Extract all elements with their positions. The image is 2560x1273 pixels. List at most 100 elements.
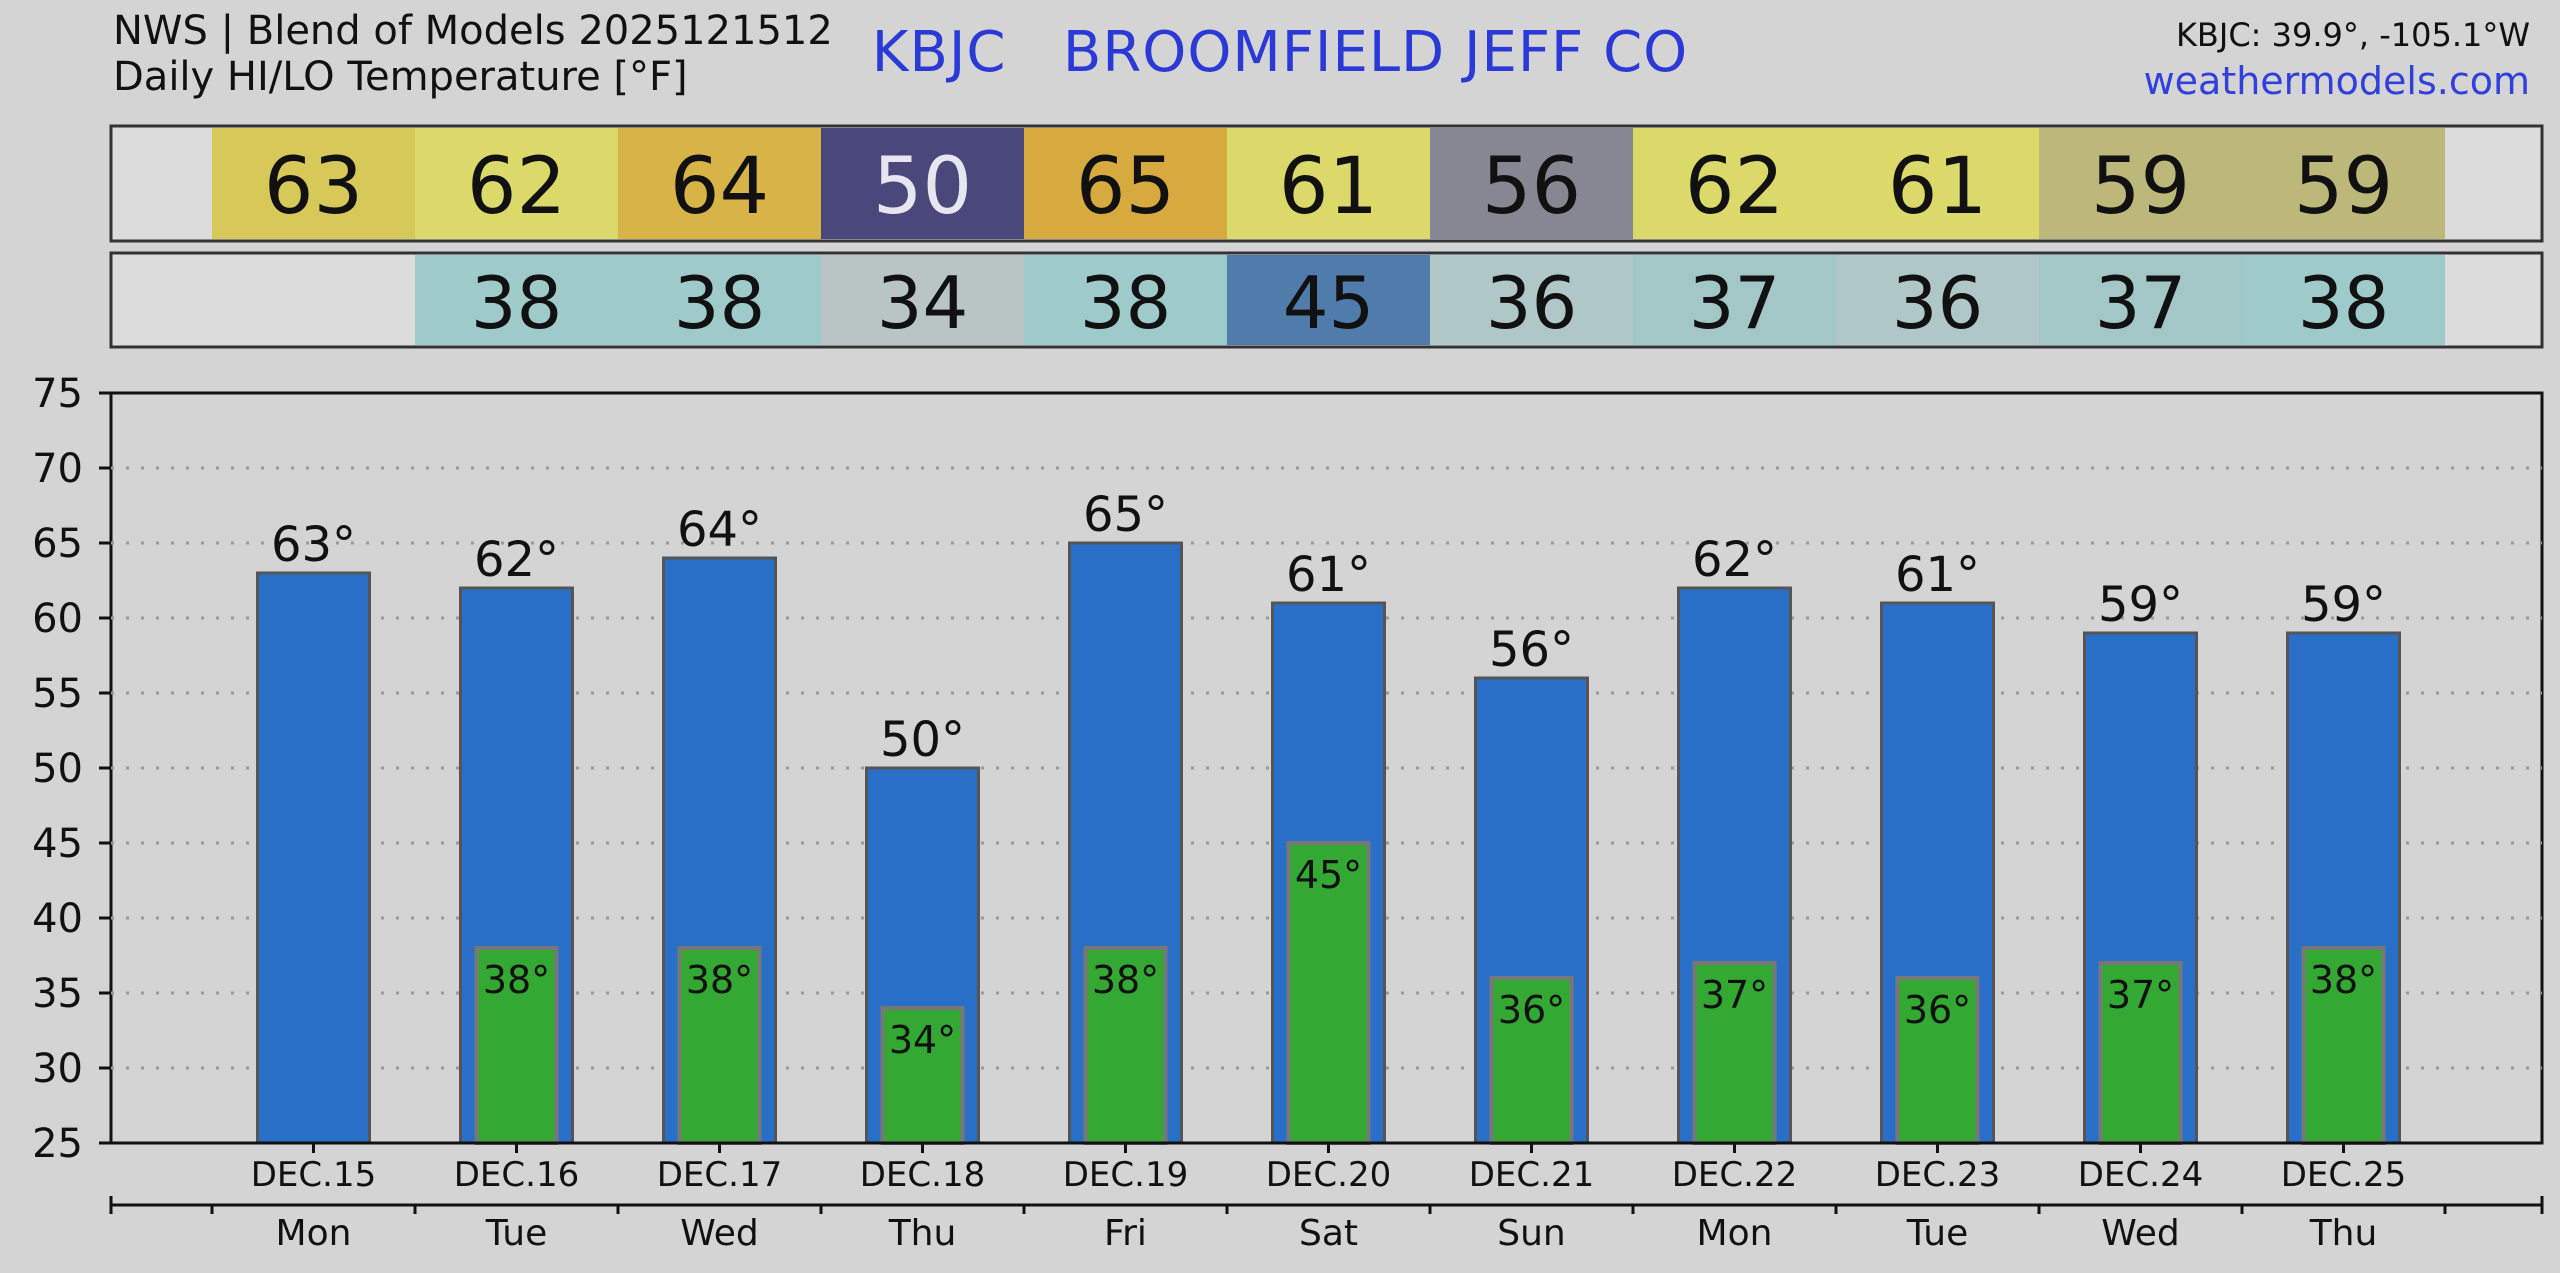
hi-bar-label: 63° [271,517,356,573]
lo-cell-value: 38 [2298,261,2390,345]
hi-cell-value: 50 [873,142,972,232]
hi-cell [1836,128,2039,239]
lo-cell-value: 38 [674,261,766,345]
lo-cell-value: 38 [1080,261,1172,345]
lo-cell-value: 37 [1689,261,1781,345]
hi-bar-label: 61° [1895,547,1980,603]
lo-cell [1836,255,2039,345]
lo-bar-label: 36° [1498,988,1565,1032]
source-label: NWS | Blend of Models 2025121512 [113,8,833,54]
date-label: DEC.19 [1063,1155,1188,1195]
y-tick-label: 70 [32,446,83,492]
weekday-label: Mon [276,1213,352,1254]
weekday-label: Tue [485,1213,548,1254]
hi-bar-label: 59° [2301,577,2386,633]
hi-bar-label: 50° [880,712,965,768]
weekday-label: Thu [888,1213,957,1254]
hi-cell [1227,128,1430,239]
y-tick-label: 75 [32,371,83,417]
lo-cell [2242,255,2445,345]
hi-cell [1633,128,1836,239]
lo-bar [1692,961,1777,1145]
weekday-label: Sun [1497,1213,1565,1254]
hi-cell [1024,128,1227,239]
hi-cell [821,128,1024,239]
date-label: DEC.25 [2281,1155,2406,1195]
weekday-label: Tue [1906,1213,1969,1254]
date-label: DEC.20 [1266,1155,1391,1195]
hi-cell [1430,128,1633,239]
weekday-label: Mon [1697,1213,1773,1254]
lo-cell-value: 34 [877,261,969,345]
date-label: DEC.23 [1875,1155,2000,1195]
lo-bar-label: 38° [1092,958,1159,1002]
y-tick-label: 60 [32,596,83,642]
lo-cell [1633,255,1836,345]
hi-cell-value: 59 [2091,142,2190,232]
lo-bar-label: 38° [483,958,550,1002]
hi-cell-value: 62 [467,142,566,232]
hi-cell-value: 64 [670,142,769,232]
station-coords: KBJC: 39.9°, -105.1°W [2175,16,2530,54]
lo-cell [821,255,1024,345]
lo-cell [1227,255,1430,345]
lo-cell-value: 36 [1486,261,1578,345]
hi-bar-label: 65° [1083,487,1168,543]
weekday-label: Sat [1299,1213,1358,1254]
y-tick-label: 25 [32,1121,83,1167]
hi-bar-label: 62° [474,532,559,588]
hi-bar-label: 64° [677,502,762,558]
y-tick-label: 50 [32,746,83,792]
hi-bar-label: 56° [1489,622,1574,678]
y-tick-label: 55 [32,671,83,717]
lo-bar [2098,961,2183,1145]
hi-cell [2039,128,2242,239]
hi-cell-value: 65 [1076,142,1175,232]
date-label: DEC.24 [2078,1155,2203,1195]
lo-bar-label: 36° [1904,988,1971,1032]
lo-bar-label: 37° [2107,973,2174,1017]
header-left: NWS | Blend of Models 2025121512 Daily H… [113,8,833,100]
hi-cell [618,128,821,239]
y-tick-label: 35 [32,971,83,1017]
date-label: DEC.22 [1672,1155,1797,1195]
weekday-label: Wed [680,1213,759,1254]
hi-cell [2242,128,2445,239]
hi-cell-value: 62 [1685,142,1784,232]
lo-cell [2039,255,2242,345]
date-label: DEC.17 [657,1155,782,1195]
lo-bar-label: 38° [686,958,753,1002]
lo-bar-label: 38° [2310,958,2377,1002]
hi-cell-value: 59 [2294,142,2393,232]
lo-cell [1024,255,1227,345]
lo-cell [415,255,618,345]
y-tick-label: 30 [32,1046,83,1092]
lo-bar [1489,976,1574,1145]
lo-bar-label: 37° [1701,973,1768,1017]
hi-bar-label: 61° [1286,547,1371,603]
hi-cell-value: 63 [264,142,363,232]
lo-cell-value: 45 [1283,261,1375,345]
weekday-label: Wed [2101,1213,2180,1254]
hi-cell-value: 61 [1888,142,1987,232]
hi-cell-value: 61 [1279,142,1378,232]
lo-bar [2301,946,2386,1145]
y-tick-label: 65 [32,521,83,567]
date-label: DEC.15 [251,1155,376,1195]
lo-bar-label: 34° [889,1018,956,1062]
site-link[interactable]: weathermodels.com [2143,59,2530,103]
y-tick-label: 40 [32,896,83,942]
hi-cell [415,128,618,239]
hi-bar [256,571,371,1145]
lo-cell [1430,255,1633,345]
y-tick-label: 45 [32,821,83,867]
weekday-label: Fri [1104,1213,1147,1254]
header-right: KBJC: 39.9°, -105.1°W weathermodels.com [2144,12,2530,104]
station-title: KBJC BROOMFIELD JEFF CO [871,20,1689,85]
hi-bar-label: 59° [2098,577,2183,633]
date-label: DEC.16 [454,1155,579,1195]
lo-bar [1895,976,1980,1145]
chart-subtitle: Daily HI/LO Temperature [°F] [113,54,688,100]
lo-cell-value: 38 [471,261,563,345]
